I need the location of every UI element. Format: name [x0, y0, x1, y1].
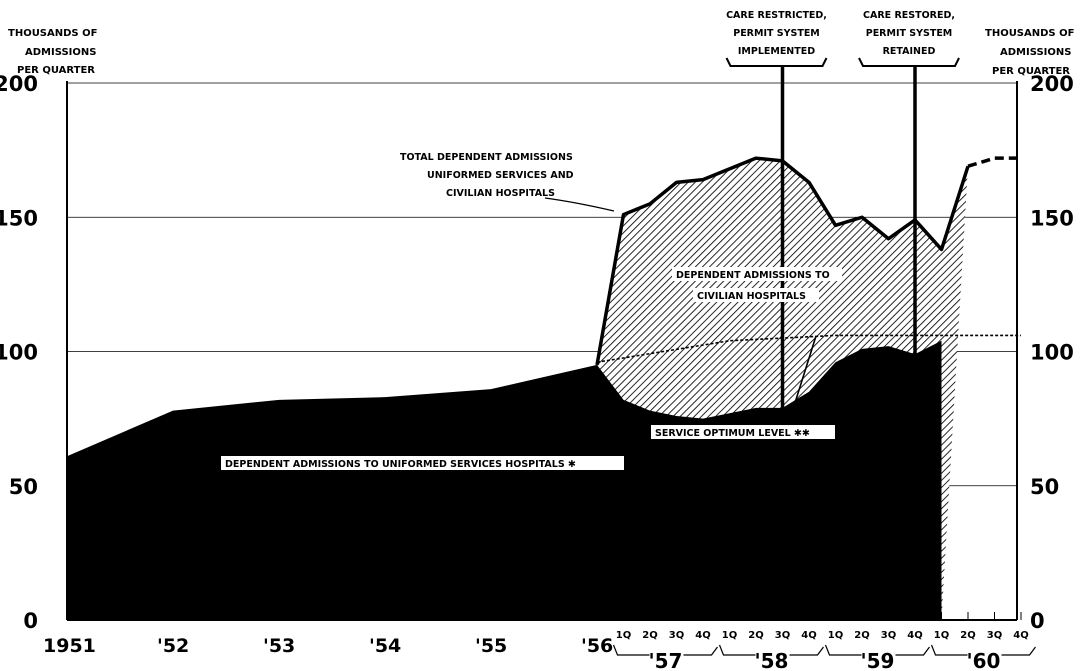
- label-backing: [651, 425, 835, 439]
- year-tick-label: '52: [157, 635, 189, 657]
- total-label-leader: [544, 197, 615, 212]
- quarter-tick-label: 2Q: [854, 630, 869, 641]
- year-group-bracket: [612, 644, 718, 656]
- right-axis-title-line: THOUSANDS OF: [985, 28, 1074, 39]
- quarter-tick-label: 1Q: [616, 630, 631, 641]
- event-markers: CARE RESTRICTED, PERMIT SYSTEM IMPLEMENTED…: [725, 10, 960, 408]
- label-backing: [693, 288, 819, 302]
- y-tick-labels: 0 0 50 50 100 100 150 150 200 200: [0, 72, 1074, 633]
- event-marker-label-line: CARE RESTORED,: [863, 10, 955, 21]
- civilian-area-label-line: DEPENDENT ADMISSIONS TO: [676, 270, 830, 281]
- y-tick-label-right: 100: [1030, 341, 1074, 365]
- quarter-tick-label: 2Q: [748, 630, 763, 641]
- event-marker-bracket: [858, 57, 960, 67]
- year-tick-label: 1951: [43, 635, 96, 657]
- quarter-tick-label: 1Q: [934, 630, 949, 641]
- total-label-line: CIVILIAN HOSPITALS: [446, 188, 555, 199]
- year-group-bracket: [718, 644, 824, 656]
- year-tick-label: '54: [369, 635, 401, 657]
- quarter-tick-label: 3Q: [987, 630, 1002, 641]
- left-axis-title-line: PER QUARTER: [17, 65, 95, 76]
- quarter-tick-label: 1Q: [828, 630, 843, 641]
- civilian-area-label-line: CIVILIAN HOSPITALS: [697, 291, 806, 302]
- year-group-label: '59: [861, 649, 895, 671]
- optimum-label-text: SERVICE OPTIMUM LEVEL ✱✱: [655, 428, 810, 439]
- uniformed-label-text: DEPENDENT ADMISSIONS TO UNIFORMED SERVIC…: [225, 459, 576, 470]
- year-group-label: '58: [755, 649, 789, 671]
- y-tick-label-right: 0: [1030, 609, 1045, 633]
- optimum-label-leader: [787, 335, 817, 426]
- y-tick-label-left: 200: [0, 72, 38, 96]
- year-group-bracket: [824, 644, 930, 656]
- year-group-label: '57: [649, 649, 683, 671]
- right-axis-title-line: ADMISSIONS: [1000, 47, 1071, 58]
- right-y-axis-title: THOUSANDS OF ADMISSIONS PER QUARTER: [985, 28, 1074, 77]
- y-tick-label-right: 150: [1030, 206, 1074, 230]
- total-label-line: TOTAL DEPENDENT ADMISSIONS: [400, 152, 573, 163]
- y-tick-label-right: 200: [1030, 72, 1074, 96]
- year-tick-label: '53: [263, 635, 295, 657]
- uniformed-label: DEPENDENT ADMISSIONS TO UNIFORMED SERVIC…: [221, 456, 624, 470]
- quarter-tick-label: 3Q: [881, 630, 896, 641]
- quarter-tick-label: 2Q: [960, 630, 975, 641]
- quarter-tick-label: 2Q: [642, 630, 657, 641]
- x-tick-labels: 1951'52'53'54'55'56 1Q 2Q 3Q 4Q 1Q 2Q 3Q 4Q 1Q 2Q 3…: [43, 630, 1036, 671]
- year-tick-label: '56: [581, 635, 613, 657]
- label-backing: [221, 456, 624, 470]
- uniformed-services-area: [67, 340, 942, 620]
- total-admissions-projection: [967, 156, 1021, 168]
- event-marker-bracket: [725, 57, 828, 67]
- quarter-tick-label: 3Q: [669, 630, 684, 641]
- quarter-tick-label: 1Q: [722, 630, 737, 641]
- y-tick-label-left: 50: [9, 475, 38, 499]
- quarter-tick-label: 4Q: [907, 630, 922, 641]
- total-label-line: UNIFORMED SERVICES AND: [427, 170, 574, 181]
- y-tick-label-left: 100: [0, 341, 38, 365]
- y-tick-label-right: 50: [1030, 475, 1059, 499]
- event-marker-label-line: IMPLEMENTED: [738, 46, 815, 57]
- quarter-tick-label: 4Q: [801, 630, 816, 641]
- event-marker-label-line: RETAINED: [883, 46, 936, 57]
- quarter-tick-label: 3Q: [775, 630, 790, 641]
- event-marker-label-line: PERMIT SYSTEM: [733, 28, 820, 39]
- civilian-area-label: DEPENDENT ADMISSIONS TO CIVILIAN HOSPITA…: [672, 267, 842, 302]
- year-tick-label: '55: [475, 635, 507, 657]
- y-tick-label-left: 0: [23, 609, 38, 633]
- total-label: TOTAL DEPENDENT ADMISSIONS UNIFORMED SER…: [400, 152, 615, 212]
- event-marker-label-line: PERMIT SYSTEM: [866, 28, 953, 39]
- quarter-tick-label: 4Q: [1013, 630, 1028, 641]
- y-tick-label-left: 150: [0, 206, 38, 230]
- quarter-tick-label: 4Q: [695, 630, 710, 641]
- left-y-axis-title: THOUSANDS OF ADMISSIONS PER QUARTER: [8, 28, 97, 76]
- right-axis-title-line: PER QUARTER: [992, 66, 1070, 77]
- label-backing: [672, 267, 842, 281]
- optimum-label: SERVICE OPTIMUM LEVEL ✱✱: [651, 335, 835, 439]
- left-axis-title-line: ADMISSIONS: [25, 47, 96, 58]
- event-marker-label-line: CARE RESTRICTED,: [726, 10, 827, 21]
- axes: [66, 81, 1022, 621]
- year-group-bracket: [930, 644, 1036, 656]
- year-group-label: '60: [967, 649, 1001, 671]
- left-axis-title-line: THOUSANDS OF: [8, 28, 97, 39]
